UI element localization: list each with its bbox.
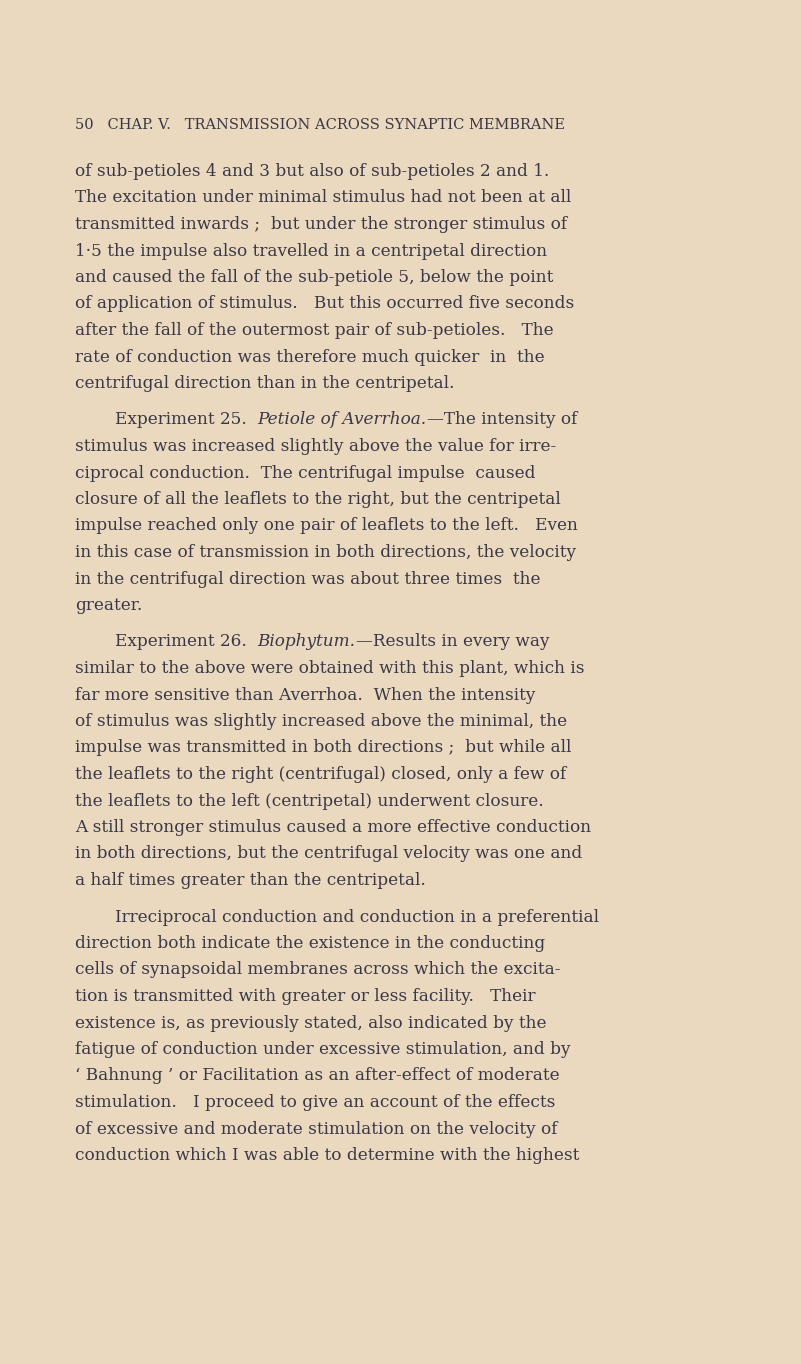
Text: Petiole of Averrhoa.: Petiole of Averrhoa. xyxy=(258,412,427,428)
Text: transmitted inwards ;  but under the stronger stimulus of: transmitted inwards ; but under the stro… xyxy=(75,216,567,233)
Text: in both directions, but the centrifugal velocity was one and: in both directions, but the centrifugal … xyxy=(75,846,582,862)
Text: impulse was transmitted in both directions ;  but while all: impulse was transmitted in both directio… xyxy=(75,739,571,757)
Text: Irreciprocal conduction and conduction in a preferential: Irreciprocal conduction and conduction i… xyxy=(115,908,599,926)
Text: 1·5 the impulse also travelled in a centripetal direction: 1·5 the impulse also travelled in a cent… xyxy=(75,243,547,259)
Text: The excitation under minimal stimulus had not been at all: The excitation under minimal stimulus ha… xyxy=(75,190,571,206)
Text: direction both indicate the existence in the conducting: direction both indicate the existence in… xyxy=(75,934,545,952)
Text: the leaflets to the left (centripetal) underwent closure.: the leaflets to the left (centripetal) u… xyxy=(75,792,544,809)
Text: Experiment 26.: Experiment 26. xyxy=(115,633,258,651)
Text: tion is transmitted with greater or less facility.   Their: tion is transmitted with greater or less… xyxy=(75,988,536,1005)
Text: stimulation.   I proceed to give an account of the effects: stimulation. I proceed to give an accoun… xyxy=(75,1094,555,1112)
Text: stimulus was increased slightly above the value for irre-: stimulus was increased slightly above th… xyxy=(75,438,556,456)
Text: fatigue of conduction under excessive stimulation, and by: fatigue of conduction under excessive st… xyxy=(75,1041,570,1058)
Text: far more sensitive than Averrhoa.  When the intensity: far more sensitive than Averrhoa. When t… xyxy=(75,686,535,704)
Text: centrifugal direction than in the centripetal.: centrifugal direction than in the centri… xyxy=(75,375,454,391)
Text: ciprocal conduction.  The centrifugal impulse  caused: ciprocal conduction. The centrifugal imp… xyxy=(75,465,536,481)
Text: —Results in every way: —Results in every way xyxy=(356,633,549,651)
Text: of sub-petioles 4 and 3 but also of sub-petioles 2 and 1.: of sub-petioles 4 and 3 but also of sub-… xyxy=(75,164,549,180)
Text: of stimulus was slightly increased above the minimal, the: of stimulus was slightly increased above… xyxy=(75,713,567,730)
Text: similar to the above were obtained with this plant, which is: similar to the above were obtained with … xyxy=(75,660,585,677)
Text: a half times greater than the centripetal.: a half times greater than the centripeta… xyxy=(75,872,426,889)
Text: in the centrifugal direction was about three times  the: in the centrifugal direction was about t… xyxy=(75,570,541,588)
Text: the leaflets to the right (centrifugal) closed, only a few of: the leaflets to the right (centrifugal) … xyxy=(75,767,566,783)
Text: Biophytum.: Biophytum. xyxy=(258,633,356,651)
Text: cells of synapsoidal membranes across which the excita-: cells of synapsoidal membranes across wh… xyxy=(75,962,561,978)
Text: closure of all the leaflets to the right, but the centripetal: closure of all the leaflets to the right… xyxy=(75,491,561,507)
Text: and caused the fall of the sub-petiole 5, below the point: and caused the fall of the sub-petiole 5… xyxy=(75,269,553,286)
Text: greater.: greater. xyxy=(75,597,143,614)
Text: ‘ Bahnung ’ or Facilitation as an after-effect of moderate: ‘ Bahnung ’ or Facilitation as an after-… xyxy=(75,1068,560,1084)
Text: after the fall of the outermost pair of sub-petioles.   The: after the fall of the outermost pair of … xyxy=(75,322,553,340)
Text: A still stronger stimulus caused a more effective conduction: A still stronger stimulus caused a more … xyxy=(75,818,591,836)
Text: rate of conduction was therefore much quicker  in  the: rate of conduction was therefore much qu… xyxy=(75,348,545,366)
Text: —The intensity of: —The intensity of xyxy=(427,412,578,428)
Text: 50   CHAP. V.   TRANSMISSION ACROSS SYNAPTIC MEMBRANE: 50 CHAP. V. TRANSMISSION ACROSS SYNAPTIC… xyxy=(75,119,565,132)
Text: impulse reached only one pair of leaflets to the left.   Even: impulse reached only one pair of leaflet… xyxy=(75,517,578,535)
Text: in this case of transmission in both directions, the velocity: in this case of transmission in both dir… xyxy=(75,544,576,561)
Text: of application of stimulus.   But this occurred five seconds: of application of stimulus. But this occ… xyxy=(75,296,574,312)
Text: conduction which I was able to determine with the highest: conduction which I was able to determine… xyxy=(75,1147,579,1163)
Text: of excessive and moderate stimulation on the velocity of: of excessive and moderate stimulation on… xyxy=(75,1120,557,1138)
Text: existence is, as previously stated, also indicated by the: existence is, as previously stated, also… xyxy=(75,1015,546,1031)
Text: Experiment 25.: Experiment 25. xyxy=(115,412,258,428)
